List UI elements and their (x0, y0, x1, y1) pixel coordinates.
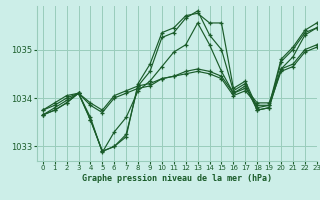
X-axis label: Graphe pression niveau de la mer (hPa): Graphe pression niveau de la mer (hPa) (82, 174, 272, 183)
